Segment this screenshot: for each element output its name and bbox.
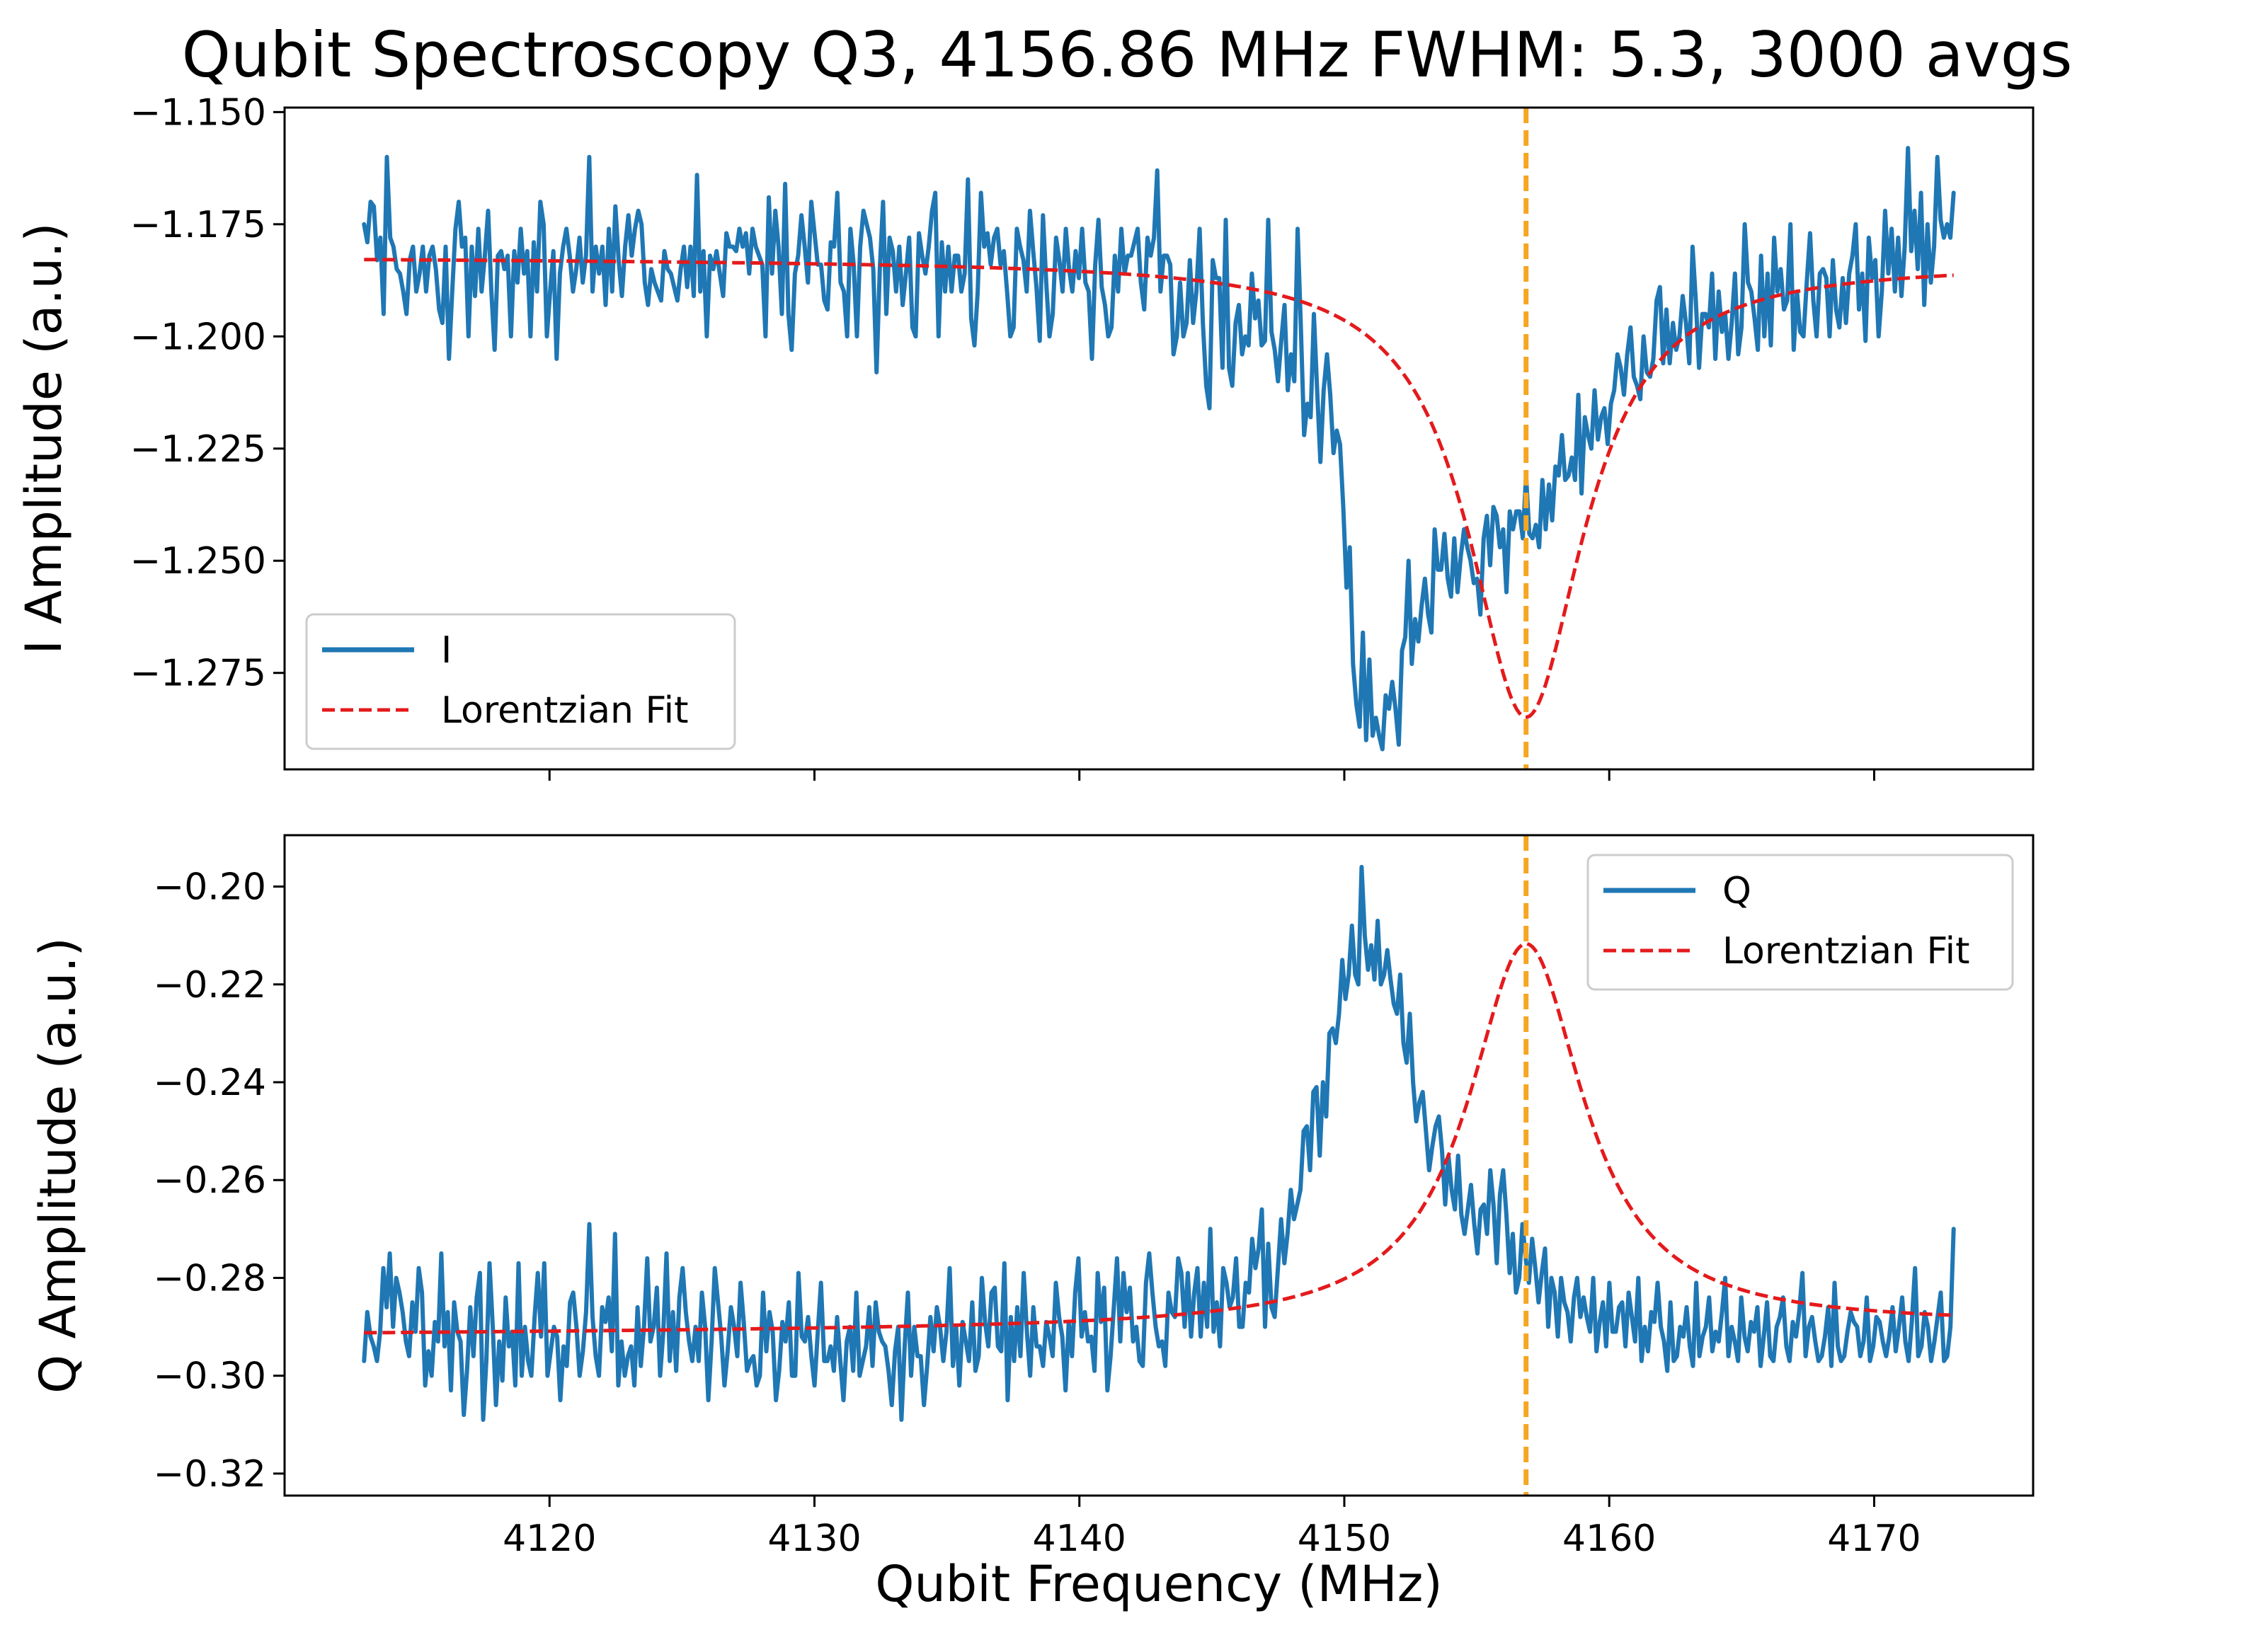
x-tick-label: 4150	[1298, 1518, 1391, 1560]
x-axis-label: Qubit Frequency (MHz)	[875, 1555, 1442, 1613]
q-series-layer	[362, 835, 1956, 1496]
figure-title: Qubit Spectroscopy Q3, 4156.86 MHz FWHM:…	[182, 18, 2073, 91]
q-legend: Q Lorentzian Fit	[1586, 854, 2014, 991]
q-x-ticks: 4120 4130 4140 4150 4160 4170	[503, 1496, 1921, 1560]
i-y-tick-label: −1.275	[130, 653, 266, 695]
q-y-tick-label: −0.30	[154, 1355, 266, 1398]
q-legend-label-data: Q	[1722, 870, 1751, 912]
x-tick-label: 4160	[1562, 1518, 1656, 1560]
q-y-tick-label: −0.22	[154, 964, 266, 1006]
q-y-tick-label: −0.20	[154, 866, 266, 909]
q-y-tick-label: −0.32	[154, 1453, 266, 1496]
q-legend-label-fit: Lorentzian Fit	[1722, 930, 1970, 973]
i-y-tick-label: −1.225	[130, 428, 266, 471]
x-tick-label: 4120	[503, 1518, 596, 1560]
q-y-tick-label: −0.24	[154, 1062, 266, 1104]
i-y-tick-label: −1.175	[130, 204, 266, 246]
q-y-tick-label: −0.26	[154, 1159, 266, 1202]
i-legend-label-data: I	[441, 629, 452, 672]
q-lorentzian-fit-line	[364, 941, 1954, 1335]
i-y-axis-label: I Amplitude (a.u.)	[15, 222, 73, 654]
q-amplitude-panel: −0.20 −0.22 −0.24 −0.26 −0.28 −0.30 −0.32 4120…	[29, 834, 2035, 1560]
i-legend-label-fit: Lorentzian Fit	[441, 689, 689, 732]
i-y-ticks: −1.150 −1.175 −1.200 −1.225 −1.250 −1.275	[130, 91, 285, 695]
i-x-ticks	[548, 769, 1875, 781]
i-y-tick-label: −1.200	[130, 316, 266, 358]
q-data-line	[362, 864, 1956, 1422]
q-y-axis-label: Q Amplitude (a.u.)	[29, 937, 87, 1394]
x-tick-label: 4170	[1827, 1518, 1921, 1560]
q-y-tick-label: −0.28	[154, 1257, 266, 1300]
x-tick-label: 4140	[1033, 1518, 1126, 1560]
i-plot-frame	[283, 106, 2035, 771]
i-legend: I Lorentzian Fit	[305, 613, 736, 750]
q-y-ticks: −0.20 −0.22 −0.24 −0.26 −0.28 −0.30 −0.32	[154, 866, 285, 1496]
i-lorentzian-fit-line	[364, 258, 1954, 719]
i-y-tick-label: −1.250	[130, 540, 266, 583]
x-tick-label: 4130	[767, 1518, 861, 1560]
i-data-line	[362, 146, 1956, 752]
i-y-tick-label: −1.150	[130, 91, 266, 134]
i-amplitude-panel: −1.150 −1.175 −1.200 −1.225 −1.250 −1.275 I A…	[15, 91, 2035, 781]
q-plot-frame	[283, 834, 2035, 1497]
i-series-layer	[362, 108, 1956, 769]
